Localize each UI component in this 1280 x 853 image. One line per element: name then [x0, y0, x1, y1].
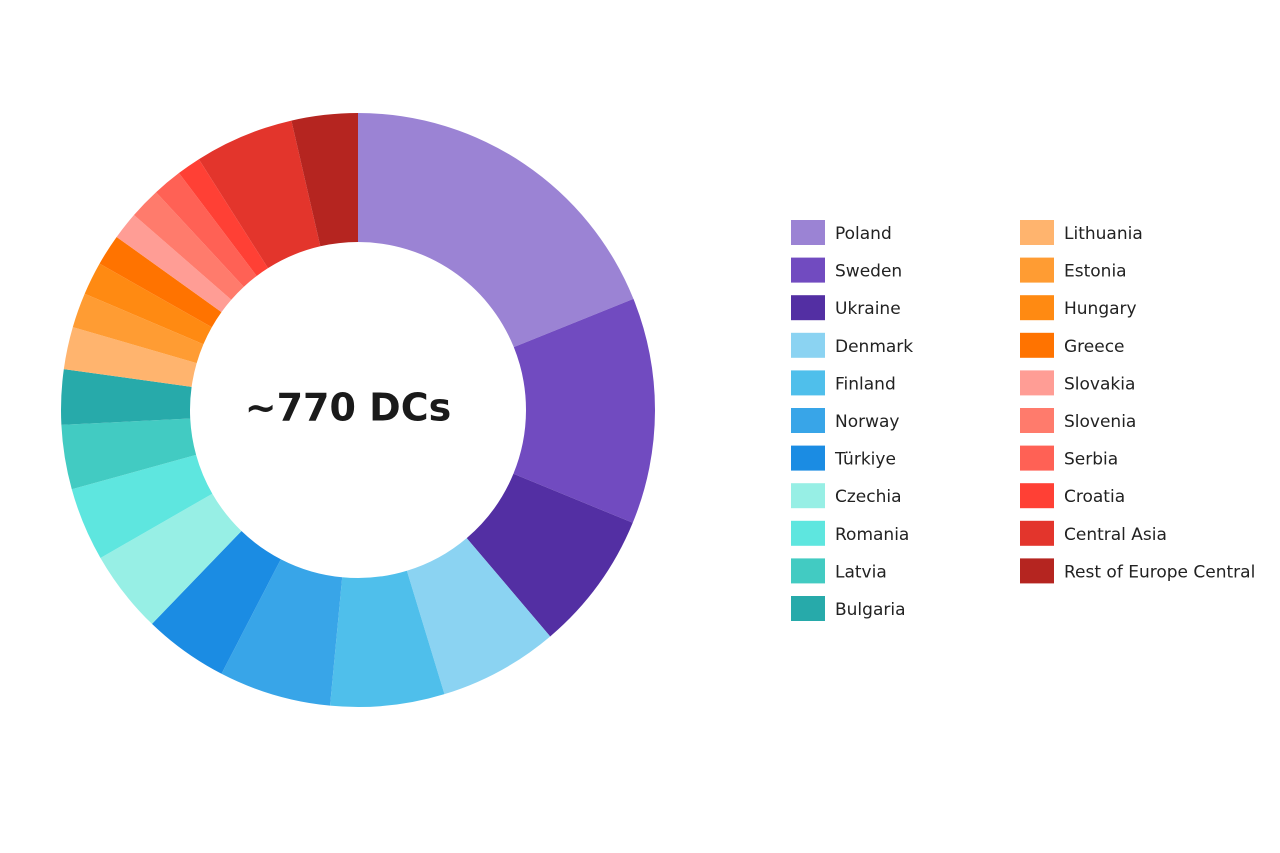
legend-swatch [1020, 332, 1054, 358]
legend-label: Serbia [1064, 450, 1118, 470]
legend-label: Ukraine [835, 299, 901, 319]
legend-label: Greece [1064, 337, 1125, 357]
legend-label: Lithuania [1064, 224, 1143, 244]
legend-label: Bulgaria [835, 600, 906, 620]
donut-segment [72, 293, 204, 364]
donut-segment [151, 531, 281, 674]
legend-swatch [791, 370, 825, 396]
legend-swatch [1020, 408, 1054, 433]
legend-swatch [1020, 445, 1054, 471]
legend-swatch [1020, 370, 1054, 396]
legend-label: Finland [835, 374, 896, 394]
legend-label: Latvia [835, 562, 887, 582]
legend-swatch [791, 483, 825, 509]
legend-swatch [791, 408, 825, 433]
legend-label: Poland [835, 224, 892, 244]
legend-label: Sweden [835, 262, 902, 282]
donut-segment [291, 113, 358, 247]
donut-segment [198, 120, 321, 269]
legend-label: Romania [835, 525, 909, 545]
donut-segment [84, 263, 212, 345]
legend-label: Slovenia [1064, 412, 1136, 432]
donut-segment [330, 570, 445, 707]
donut-segment [60, 369, 192, 425]
legend-swatch [1020, 520, 1054, 546]
legend-swatch [791, 257, 825, 283]
center-label: ~770 DCs [245, 386, 451, 430]
legend-swatch [791, 220, 825, 245]
donut-segment [156, 173, 257, 287]
donut-segment [221, 559, 343, 706]
legend-label: Rest of Europe Central [1064, 562, 1255, 582]
legend-swatch [1020, 295, 1054, 321]
legend-label: Norway [835, 412, 900, 432]
legend-label: Slovakia [1064, 374, 1135, 394]
legend-label: Czechia [835, 487, 902, 507]
legend-swatch [791, 558, 825, 584]
legend-swatch [1020, 558, 1054, 584]
legend-swatch [1020, 220, 1054, 245]
donut-segment [406, 538, 551, 695]
legend-label: Denmark [835, 337, 913, 357]
donut-segment [99, 236, 222, 328]
legend-swatch [791, 295, 825, 321]
legend-label: Croatia [1064, 487, 1125, 507]
legend-label: Türkiye [834, 450, 896, 470]
legend-label: Hungary [1064, 299, 1137, 319]
legend-label: Estonia [1064, 262, 1127, 282]
donut-segment [178, 159, 268, 276]
legend-swatch [791, 520, 825, 546]
legend-swatch [791, 596, 825, 621]
legend-swatch [1020, 483, 1054, 509]
donut-segment [61, 418, 197, 490]
donut-segment [100, 493, 242, 624]
legend-label: Central Asia [1064, 525, 1167, 545]
legend-swatch [1020, 257, 1054, 283]
donut-segment [513, 298, 655, 523]
donut-segment [63, 327, 197, 387]
donut-segment [133, 192, 244, 300]
legend-swatch [791, 445, 825, 471]
legend-swatch [791, 332, 825, 358]
donut-segment [358, 113, 634, 348]
donut-segment [466, 473, 633, 637]
donut-segment [71, 454, 213, 558]
donut-segment [116, 214, 232, 313]
